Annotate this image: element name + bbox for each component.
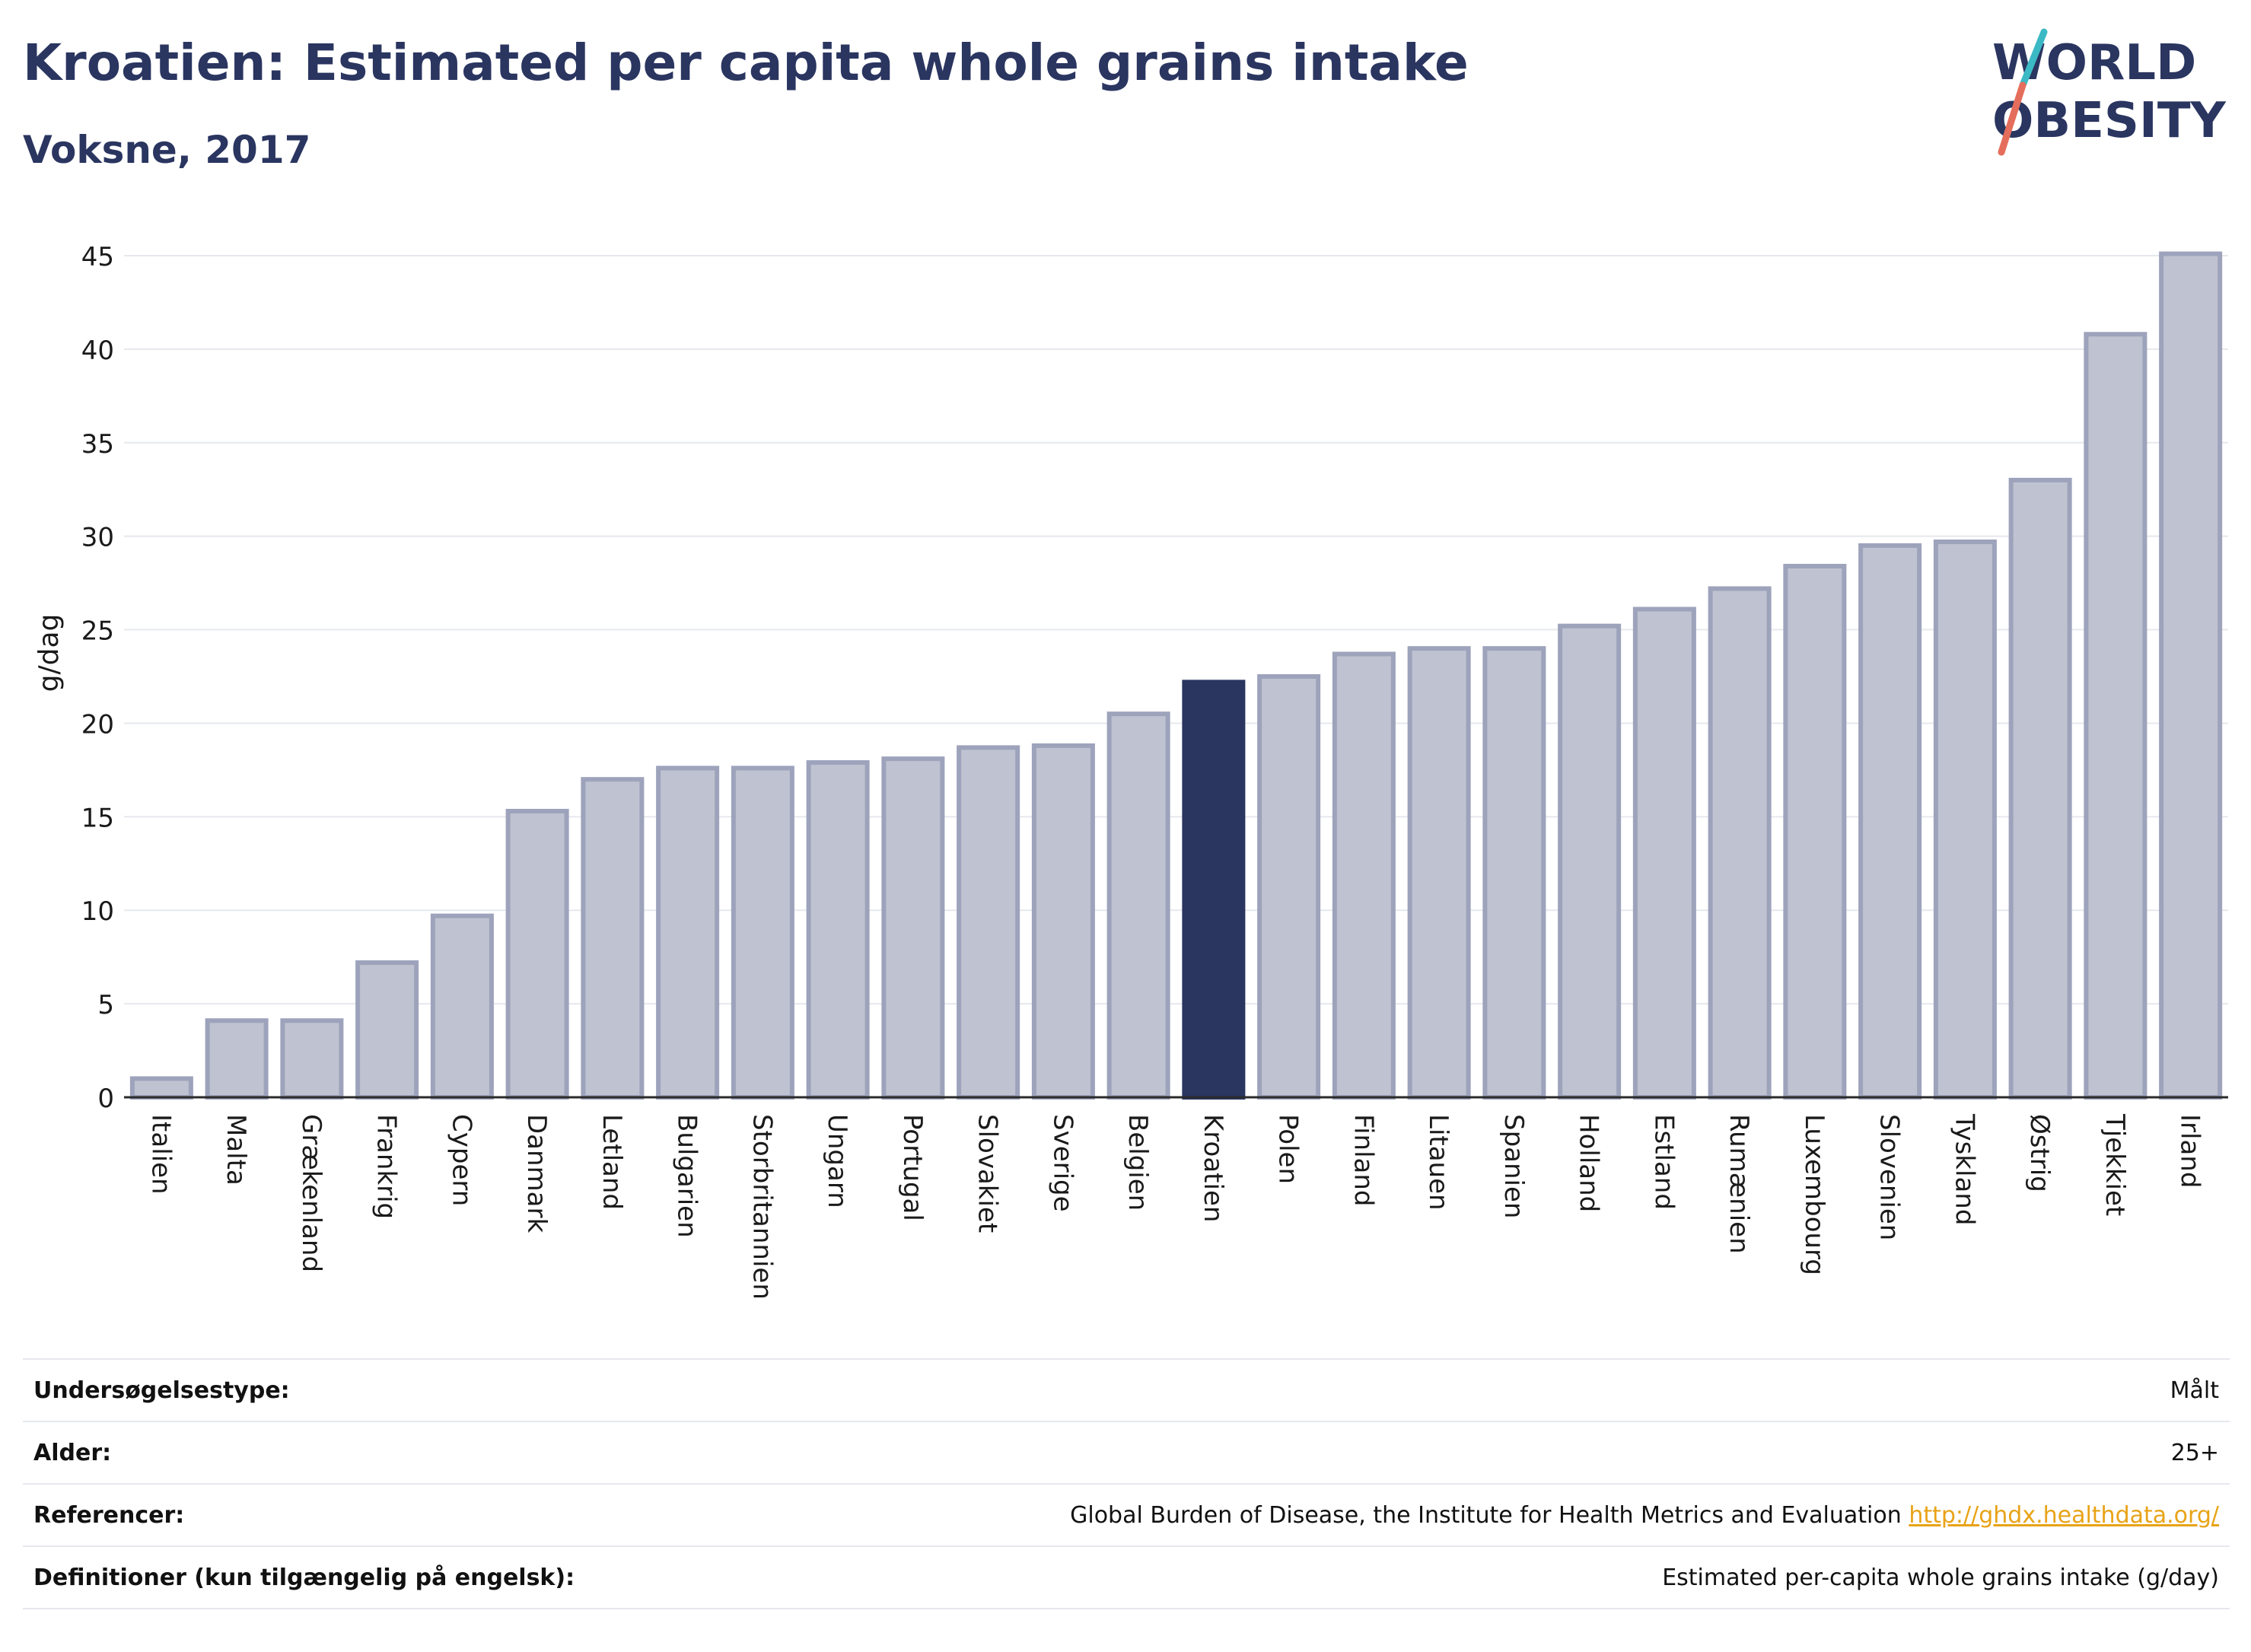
- x-axis-tick-labels: Italien Malta Grækenland Frankrig Cypern Danm…: [145, 1113, 2205, 1300]
- x-tick-label: Belgien: [1122, 1114, 1153, 1211]
- info-value: Målt: [2170, 1377, 2219, 1404]
- x-tick-label: Litauen: [1423, 1114, 1453, 1211]
- bar-chart: 0 5 10 15 20 25 30 35 40 45 Italien Malta Grækenlan…: [33, 242, 2228, 1300]
- info-row-references: Referencer: Global Burden of Disease, th…: [23, 1484, 2230, 1546]
- y-tick-label: 0: [97, 1084, 114, 1114]
- bar-polen[interactable]: [1257, 674, 1321, 1100]
- x-tick-label: Rumænien: [1724, 1114, 1754, 1254]
- bar-tyskland[interactable]: [1933, 540, 1997, 1100]
- bar-luxembourg[interactable]: [1783, 563, 1847, 1100]
- bar-irland[interactable]: [2159, 251, 2223, 1100]
- bars: [129, 251, 2223, 1100]
- bar-estland[interactable]: [1632, 606, 1696, 1100]
- y-tick-label: 20: [81, 709, 114, 740]
- y-tick-label: 25: [81, 616, 114, 647]
- y-axis-ticks: 0 5 10 15 20 25 30 35 40 45: [81, 242, 114, 1114]
- bar-spanien[interactable]: [1482, 646, 1546, 1100]
- bar-finland[interactable]: [1332, 651, 1396, 1100]
- bar-østrig[interactable]: [2008, 477, 2072, 1100]
- info-label: Alder:: [33, 1439, 112, 1466]
- x-tick-label: Cypern: [446, 1114, 476, 1206]
- chart-subtitle: Voksne, 2017: [23, 128, 311, 172]
- info-label: Definitioner (kun tilgængelig på engelsk…: [33, 1564, 575, 1591]
- bar-ungarn[interactable]: [806, 760, 870, 1100]
- info-row-age: Alder: 25+: [23, 1421, 2230, 1484]
- bar-slovakiet[interactable]: [957, 745, 1020, 1100]
- bar-grækenland[interactable]: [280, 1018, 344, 1100]
- x-tick-label: Sverige: [1047, 1114, 1078, 1212]
- x-tick-label: Irland: [2175, 1114, 2205, 1188]
- x-tick-label: Danmark: [521, 1114, 552, 1233]
- bar-malta[interactable]: [205, 1018, 269, 1100]
- y-tick-label: 40: [81, 336, 114, 366]
- bar-litauen[interactable]: [1407, 646, 1471, 1100]
- x-tick-label: Holland: [1574, 1114, 1604, 1212]
- y-axis-label: g/dag: [33, 614, 65, 692]
- x-tick-label: Slovenien: [1874, 1114, 1905, 1240]
- x-tick-label: Italien: [145, 1114, 176, 1195]
- y-tick-label: 45: [81, 242, 114, 272]
- bar-cypern[interactable]: [430, 913, 494, 1100]
- x-tick-label: Tjekkiet: [2100, 1113, 2130, 1216]
- x-tick-label: Malta: [221, 1114, 251, 1186]
- info-row-survey-type: Undersøgelsestype: Målt: [23, 1359, 2230, 1421]
- bar-danmark[interactable]: [505, 808, 569, 1100]
- bar-rumænien[interactable]: [1708, 586, 1772, 1100]
- x-tick-label: Bulgarien: [672, 1114, 702, 1238]
- bar-slovenien[interactable]: [1858, 543, 1922, 1100]
- reference-text: Global Burden of Disease, the Institute …: [1070, 1501, 1902, 1529]
- y-tick-label: 10: [81, 896, 114, 927]
- x-tick-label: Spanien: [1498, 1114, 1529, 1218]
- bar-storbritannien[interactable]: [731, 766, 794, 1100]
- x-tick-label: Slovakiet: [973, 1114, 1003, 1233]
- x-tick-label: Ungarn: [822, 1114, 852, 1208]
- bar-frankrig[interactable]: [355, 960, 419, 1100]
- info-label: Undersøgelsestype:: [33, 1377, 290, 1404]
- bar-holland[interactable]: [1558, 623, 1622, 1100]
- y-tick-label: 30: [81, 523, 114, 553]
- bar-portugal[interactable]: [881, 756, 945, 1100]
- reference-link[interactable]: http://ghdx.healthdata.org/: [1909, 1501, 2219, 1529]
- x-tick-label: Portugal: [897, 1114, 928, 1221]
- info-value: Estimated per-capita whole grains intake…: [1662, 1564, 2219, 1591]
- x-tick-label: Luxembourg: [1799, 1114, 1829, 1275]
- world-obesity-logo: WORLD OBESITY: [1992, 28, 2226, 156]
- info-label: Referencer:: [33, 1501, 185, 1529]
- x-tick-label: Finland: [1348, 1114, 1378, 1207]
- x-tick-label: Letland: [597, 1114, 627, 1210]
- info-value-reference: Global Burden of Disease, the Institute …: [739, 1484, 2230, 1546]
- info-table: Undersøgelsestype: Målt Alder: 25+ Refer…: [23, 1358, 2230, 1609]
- bar-sverige[interactable]: [1031, 743, 1095, 1100]
- y-tick-label: 15: [81, 803, 114, 833]
- y-tick-label: 35: [81, 429, 114, 460]
- bar-kroatien[interactable]: [1182, 680, 1246, 1100]
- x-tick-label: Storbritannien: [747, 1114, 777, 1300]
- bar-bulgarien[interactable]: [656, 766, 720, 1100]
- info-row-definitions: Definitioner (kun tilgængelig på engelsk…: [23, 1546, 2230, 1609]
- bar-tjekkiet[interactable]: [2084, 332, 2148, 1100]
- x-tick-label: Frankrig: [371, 1114, 402, 1219]
- info-value: 25+: [2170, 1439, 2219, 1466]
- bar-belgien[interactable]: [1106, 711, 1170, 1100]
- bar-letland[interactable]: [581, 777, 645, 1100]
- x-tick-label: Grækenland: [296, 1114, 326, 1272]
- x-tick-label: Kroatien: [1198, 1114, 1228, 1222]
- x-tick-label: Polen: [1273, 1114, 1304, 1184]
- svg-text:OBESITY: OBESITY: [1992, 93, 2226, 149]
- x-tick-label: Tyskland: [1949, 1113, 1979, 1225]
- x-tick-label: Østrig: [2024, 1114, 2055, 1192]
- chart-title: Kroatien: Estimated per capita whole gra…: [23, 33, 1469, 92]
- x-tick-label: Estland: [1648, 1114, 1679, 1210]
- bar-italien[interactable]: [129, 1076, 193, 1100]
- y-tick-label: 5: [97, 990, 114, 1020]
